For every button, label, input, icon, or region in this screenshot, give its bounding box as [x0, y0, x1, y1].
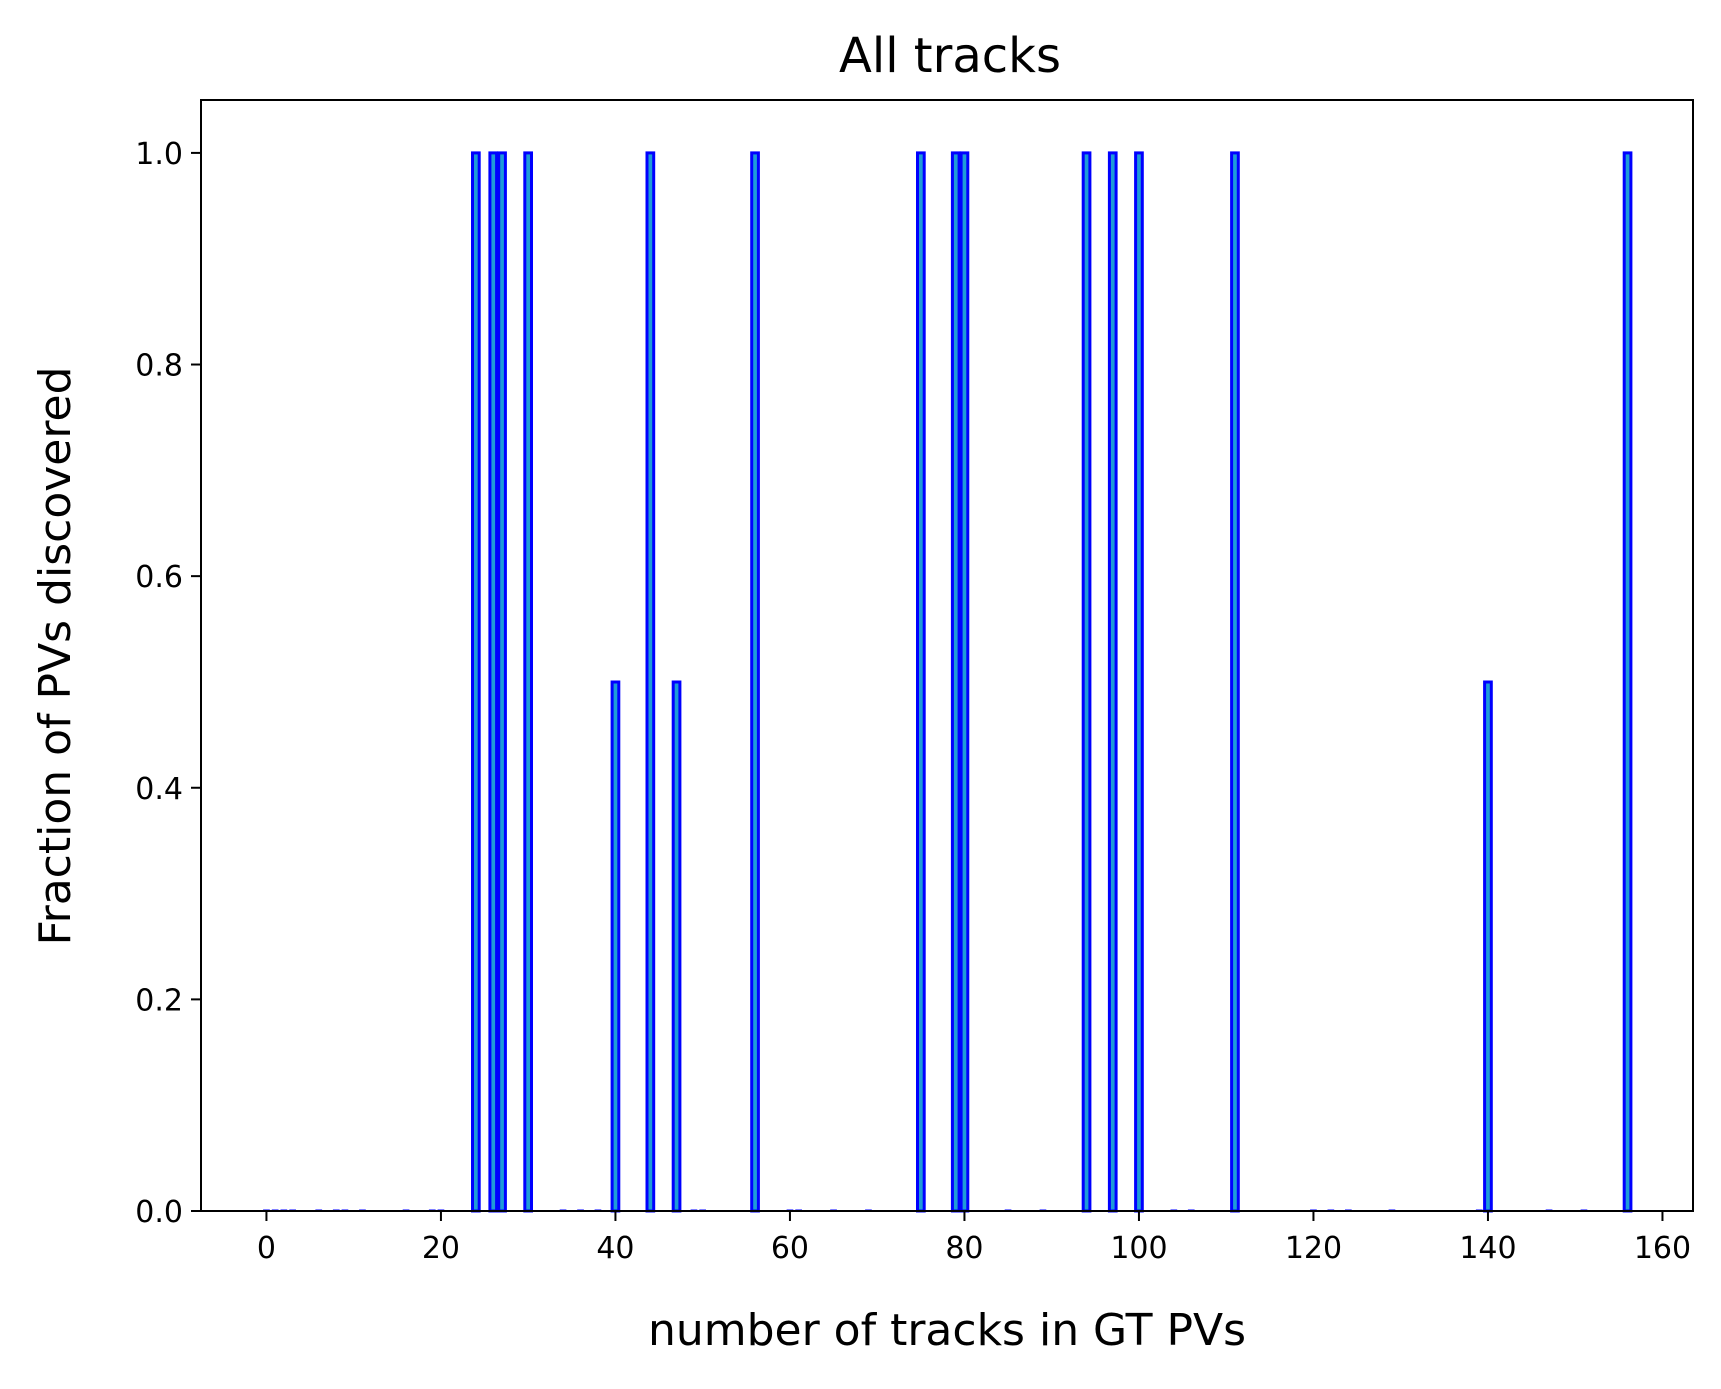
- bar: [916, 151, 926, 1213]
- x-tick-label: 60: [771, 1231, 809, 1266]
- bar: [523, 151, 533, 1213]
- bar: [645, 151, 656, 1213]
- y-tick-label: 0.4: [135, 772, 183, 807]
- plot-frame: [200, 99, 1694, 1212]
- chart-title: All tracks: [839, 28, 1061, 84]
- x-tick-label: 120: [1285, 1231, 1342, 1266]
- x-tick-label: 80: [945, 1231, 983, 1266]
- bar: [750, 151, 760, 1213]
- x-tick-label: 140: [1459, 1231, 1516, 1266]
- bars-group: [263, 151, 1633, 1213]
- bar: [950, 151, 961, 1213]
- x-tick-label: 20: [422, 1231, 460, 1266]
- bar: [671, 680, 682, 1213]
- bar: [497, 151, 507, 1213]
- bar: [1230, 151, 1240, 1213]
- bar: [1107, 151, 1118, 1213]
- y-axis-label: Fraction of PVs discovered: [30, 367, 81, 946]
- bar: [1483, 680, 1493, 1213]
- y-tick-label: 0.8: [135, 349, 183, 384]
- x-tick-label: 40: [596, 1231, 634, 1266]
- bar: [959, 151, 970, 1213]
- y-tick-label: 0.6: [135, 560, 183, 595]
- y-tick-label: 1.0: [135, 137, 183, 172]
- bar: [1081, 151, 1092, 1213]
- x-tick-label: 100: [1110, 1231, 1167, 1266]
- bar: [1134, 151, 1144, 1213]
- x-axis-label: number of tracks in GT PVs: [648, 1305, 1246, 1356]
- y-tick-label: 0.2: [135, 983, 183, 1018]
- x-axis-ticks: 0 20 40 60 80 100 120 140 160: [257, 1211, 1691, 1266]
- x-tick-label: 0: [257, 1231, 276, 1266]
- y-axis-ticks: 0.0 0.2 0.4 0.6 0.8 1.0: [135, 137, 201, 1230]
- bar: [1622, 151, 1633, 1213]
- bar: [488, 151, 499, 1213]
- y-tick-label: 0.0: [135, 1195, 183, 1230]
- bar: [471, 151, 481, 1213]
- x-tick-label: 160: [1634, 1231, 1691, 1266]
- bar: [610, 680, 621, 1213]
